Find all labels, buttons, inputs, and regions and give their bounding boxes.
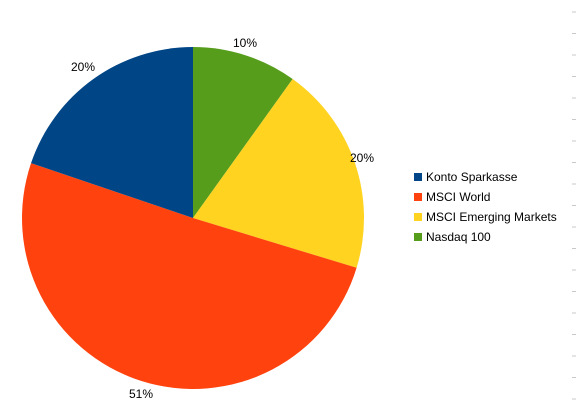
pie-slice-nasdaq-100 bbox=[193, 47, 293, 218]
percentage-labels: 10% 20% 51% 20% bbox=[71, 36, 374, 401]
pct-label-msci-emerging-markets: 20% bbox=[350, 151, 374, 165]
pie-slice-msci-world bbox=[22, 163, 357, 389]
pct-label-msci-world: 51% bbox=[129, 387, 153, 401]
legend-swatch-msci-emerging-markets bbox=[414, 213, 422, 221]
pie-slice-msci-emerging-markets bbox=[193, 79, 365, 268]
legend-swatch-konto-sparkasse bbox=[414, 173, 422, 181]
legend-swatch-msci-world bbox=[414, 193, 422, 201]
right-edge-ticks bbox=[572, 11, 576, 400]
legend-label-msci-emerging-markets: MSCI Emerging Markets bbox=[426, 210, 557, 224]
legend-swatch-nasdaq-100 bbox=[414, 233, 422, 241]
pie-slice-konto-sparkasse bbox=[31, 46, 193, 219]
legend-label-nasdaq-100: Nasdaq 100 bbox=[426, 230, 491, 244]
pct-label-konto-sparkasse: 20% bbox=[71, 60, 95, 74]
pct-label-nasdaq-100: 10% bbox=[233, 36, 257, 50]
legend-label-msci-world: MSCI World bbox=[426, 190, 490, 204]
legend-label-konto-sparkasse: Konto Sparkasse bbox=[426, 170, 518, 184]
legend: Konto Sparkasse MSCI World MSCI Emerging M… bbox=[414, 170, 557, 244]
pie-slices bbox=[22, 46, 365, 389]
